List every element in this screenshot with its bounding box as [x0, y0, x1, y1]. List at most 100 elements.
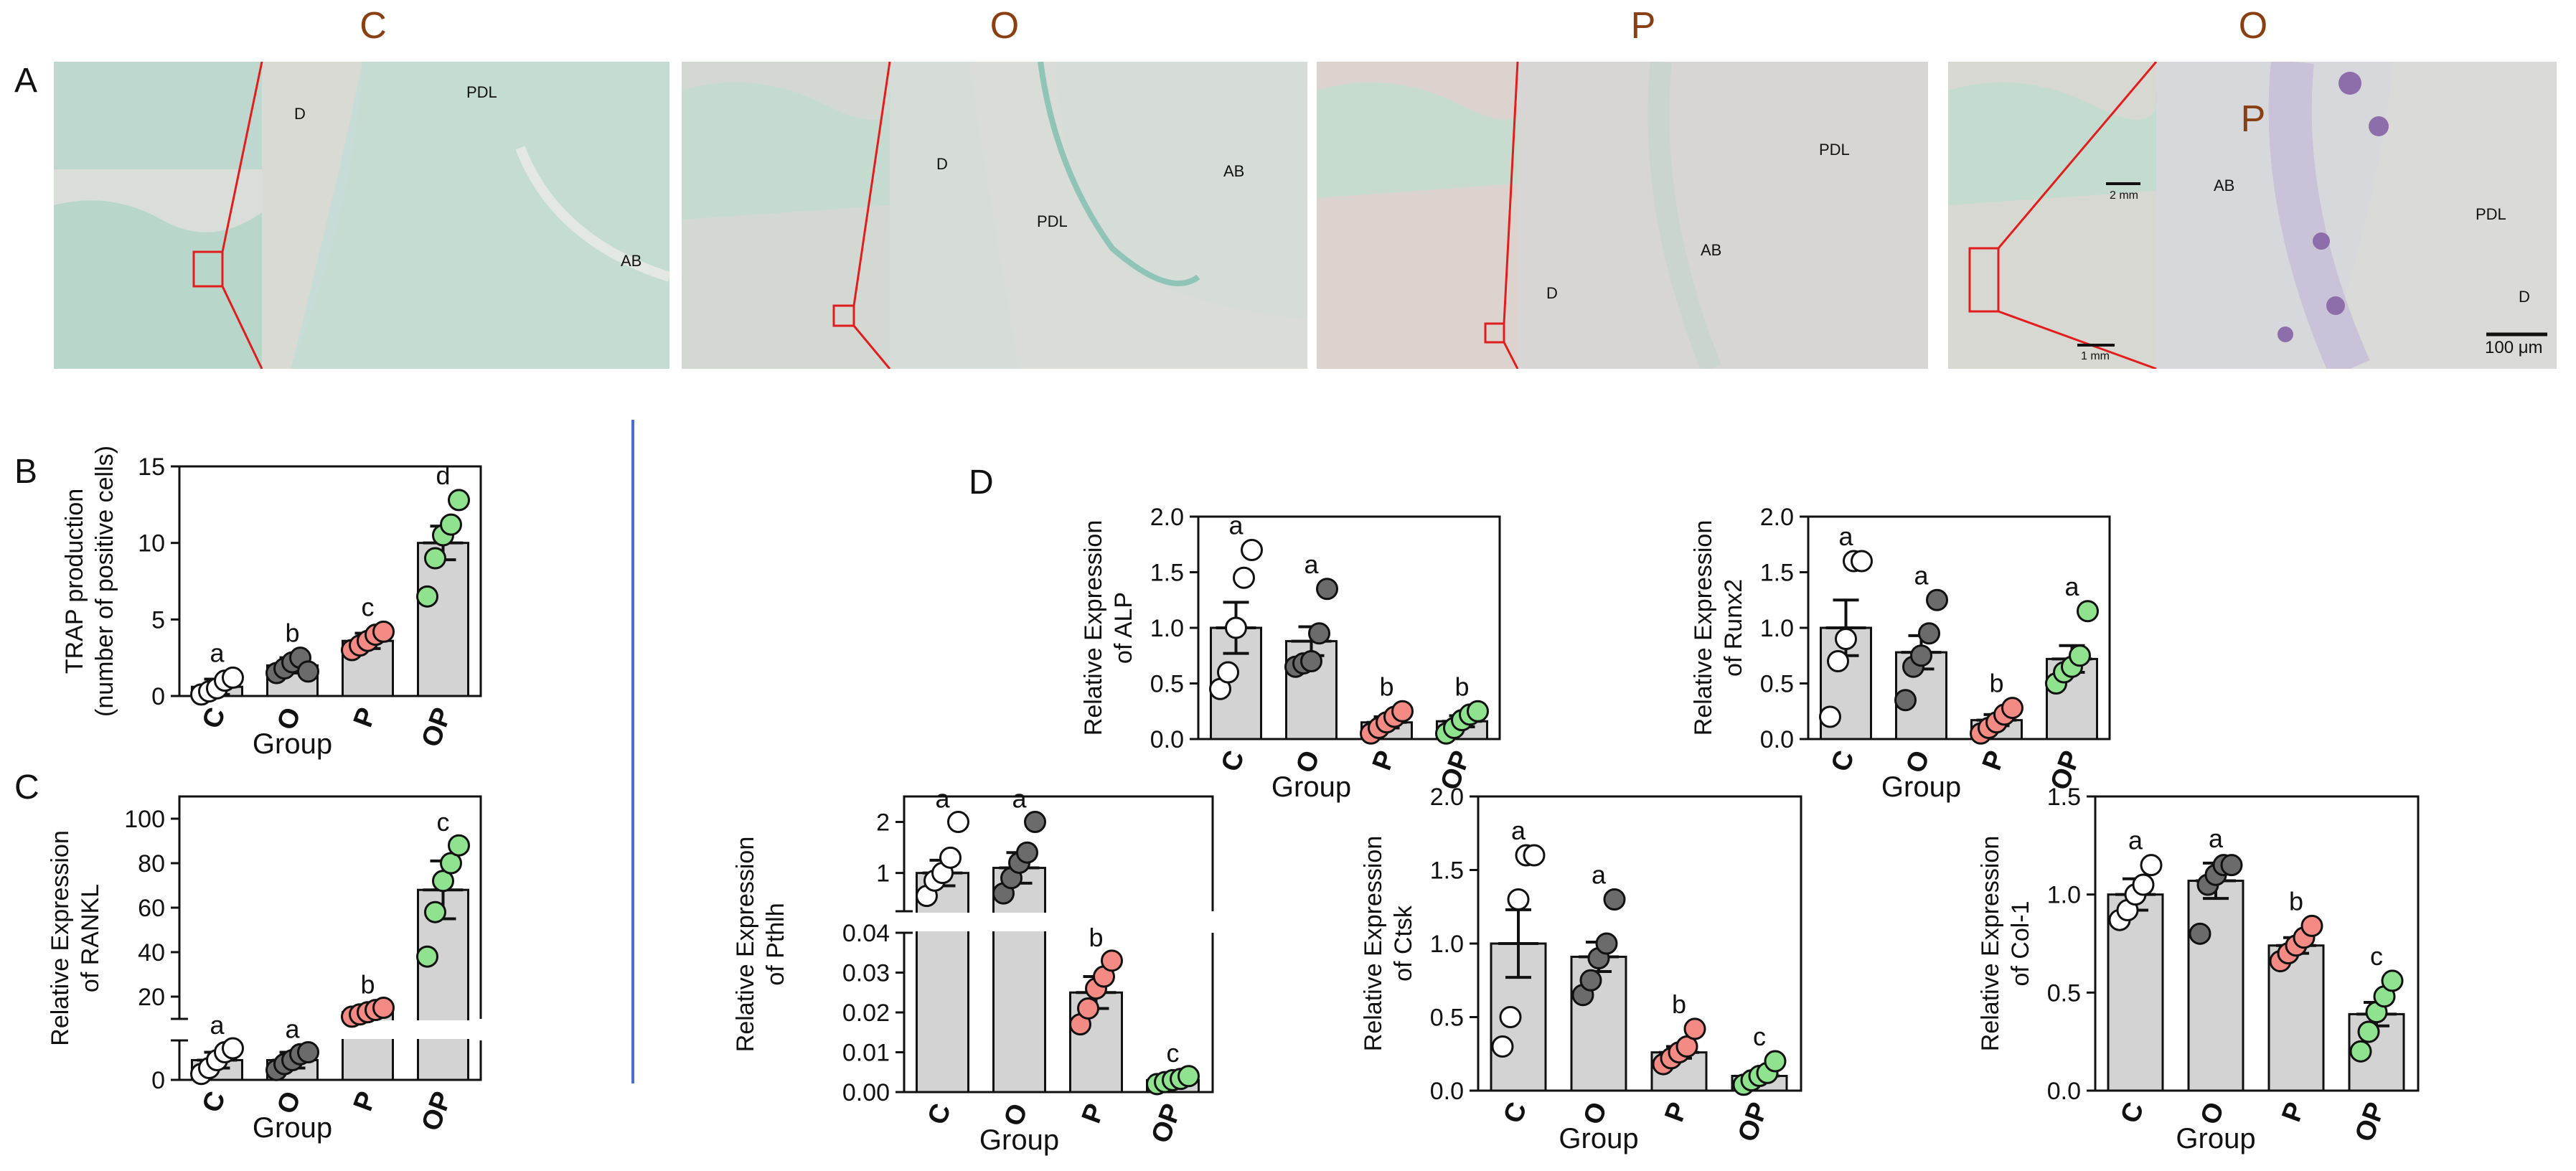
data-point — [2220, 854, 2243, 877]
y-tick-label: 0 — [151, 683, 165, 710]
significance-letter: a — [2209, 824, 2224, 853]
x-tick-label: P — [348, 704, 382, 731]
bar — [417, 542, 469, 697]
histo-label-pdl: PDL — [2476, 205, 2506, 223]
data-point — [1316, 578, 1338, 601]
histology-drawing-op — [1948, 62, 2557, 369]
data-point — [448, 834, 470, 857]
significance-letter: b — [1989, 669, 2003, 698]
significance-letter: a — [210, 1010, 225, 1040]
histo-label-pdl: PDL — [1037, 212, 1068, 230]
significance-letter: c — [437, 807, 450, 837]
data-point — [2140, 854, 2163, 877]
significance-letter: a — [1511, 816, 1526, 845]
data-point — [2077, 600, 2099, 623]
significance-letter: c — [362, 592, 375, 621]
data-point — [1579, 969, 1602, 992]
significance-letter: b — [1379, 672, 1393, 701]
histo-label-ab: AB — [2214, 177, 2235, 194]
y-tick-label: 100 — [124, 806, 165, 833]
data-point — [1308, 622, 1330, 645]
y-tick-label: 0.5 — [1430, 1005, 1464, 1032]
x-tick-label: OP — [416, 704, 458, 751]
y-tick-label: 0.03 — [842, 960, 890, 987]
y-tick-label: 2 — [876, 809, 890, 837]
inset-scale-bar-label-bottom: 1 mm — [2081, 350, 2110, 362]
plot-frame — [2094, 795, 2420, 1092]
y-tick-label: 60 — [138, 895, 165, 922]
significance-letter: d — [436, 461, 450, 490]
data-point — [2357, 1020, 2380, 1043]
y-axis-label: Relative Expression — [47, 830, 74, 1045]
bar — [417, 888, 469, 1081]
group-title-o: O — [989, 5, 1020, 47]
data-point — [1894, 689, 1917, 712]
histology-image-c: D PDL AB — [54, 62, 669, 369]
y-tick-label: 0.0 — [1430, 1078, 1464, 1105]
data-point — [1827, 650, 1849, 672]
chart-alp: 0.0 0.5 1.0 1.5 2.0 a a b b Relative Expression of… — [1080, 504, 1501, 803]
x-tick-label: C — [1498, 1099, 1533, 1127]
significance-letter: a — [2128, 826, 2143, 855]
x-axis-label: Group — [253, 1112, 332, 1144]
significance-letter: a — [1838, 522, 1853, 551]
x-tick-label: P — [1977, 747, 2011, 774]
y-tick-label: 1.0 — [1430, 931, 1464, 958]
x-tick-label: C — [922, 1100, 957, 1129]
significance-letter: a — [1012, 784, 1027, 814]
y-tick-label: 40 — [138, 939, 165, 967]
y-tick-label: 1 — [876, 860, 890, 888]
data-point — [297, 1041, 319, 1063]
x-tick-label: C — [197, 704, 232, 733]
data-point — [424, 900, 446, 923]
panel-label-c: C — [14, 768, 39, 806]
data-point — [424, 547, 446, 570]
data-point — [2189, 922, 2211, 945]
data-point — [416, 585, 438, 608]
data-point — [1300, 650, 1322, 672]
data-point — [1391, 700, 1414, 723]
data-point — [1499, 1006, 1522, 1028]
significance-letter: a — [1228, 511, 1244, 540]
x-axis-label: Group — [1559, 1123, 1638, 1154]
data-point — [416, 945, 438, 968]
y-axis-label: Relative Expression — [1080, 520, 1107, 735]
histo-label-d: D — [1546, 284, 1558, 302]
chart-rankl: a a b c 20 40 60 80 100 0 Relative Expression of RA… — [47, 795, 482, 1144]
y-axis-label: Relative Expression — [1690, 520, 1717, 735]
significance-letter: b — [1089, 923, 1103, 952]
y-axis-label: Relative Expression — [732, 837, 759, 1052]
bar — [992, 867, 1046, 1094]
x-tick-label: P — [1367, 747, 1401, 774]
data-point — [1016, 841, 1038, 864]
significance-letter: a — [1914, 560, 1929, 590]
panel-label-d: D — [969, 464, 994, 502]
group-title-op-line2: P — [2240, 98, 2266, 140]
axis-break-gap — [178, 1020, 482, 1039]
chart-col1: 0.0 0.5 1.0 1.5 a a b c Relative Expression of Co… — [1977, 784, 2420, 1154]
histology-drawing-c — [54, 62, 669, 369]
y-tick-label: 0.5 — [1760, 671, 1794, 698]
histology-drawing-p — [1317, 62, 1928, 369]
data-point — [2001, 697, 2023, 720]
x-tick-label: OP — [2349, 1099, 2391, 1146]
significance-letter: c — [1753, 1022, 1766, 1051]
group-title-c: C — [359, 5, 387, 47]
data-point — [372, 997, 395, 1019]
data-point — [1225, 616, 1247, 639]
data-point — [2300, 914, 2323, 937]
x-axis-label: Group — [979, 1124, 1059, 1156]
y-tick-label: 0.5 — [1150, 671, 1184, 698]
y-tick-label: 10 — [138, 530, 165, 558]
plot-frame — [178, 465, 482, 697]
x-axis-label: Group — [2176, 1123, 2255, 1154]
data-point — [1467, 700, 1489, 723]
data-point — [1595, 932, 1618, 955]
data-point — [1077, 997, 1099, 1020]
chart-pthlh: a a b c 1 2 0.00 0.01 0.02 0.03 0.04 Relative Expre… — [732, 784, 1214, 1156]
data-point — [2069, 644, 2091, 667]
y-axis-label: TRAP production — [61, 489, 88, 674]
y-tick-label: 0.04 — [842, 920, 890, 947]
data-point — [1233, 566, 1255, 589]
group-title-p: P — [1630, 5, 1656, 47]
